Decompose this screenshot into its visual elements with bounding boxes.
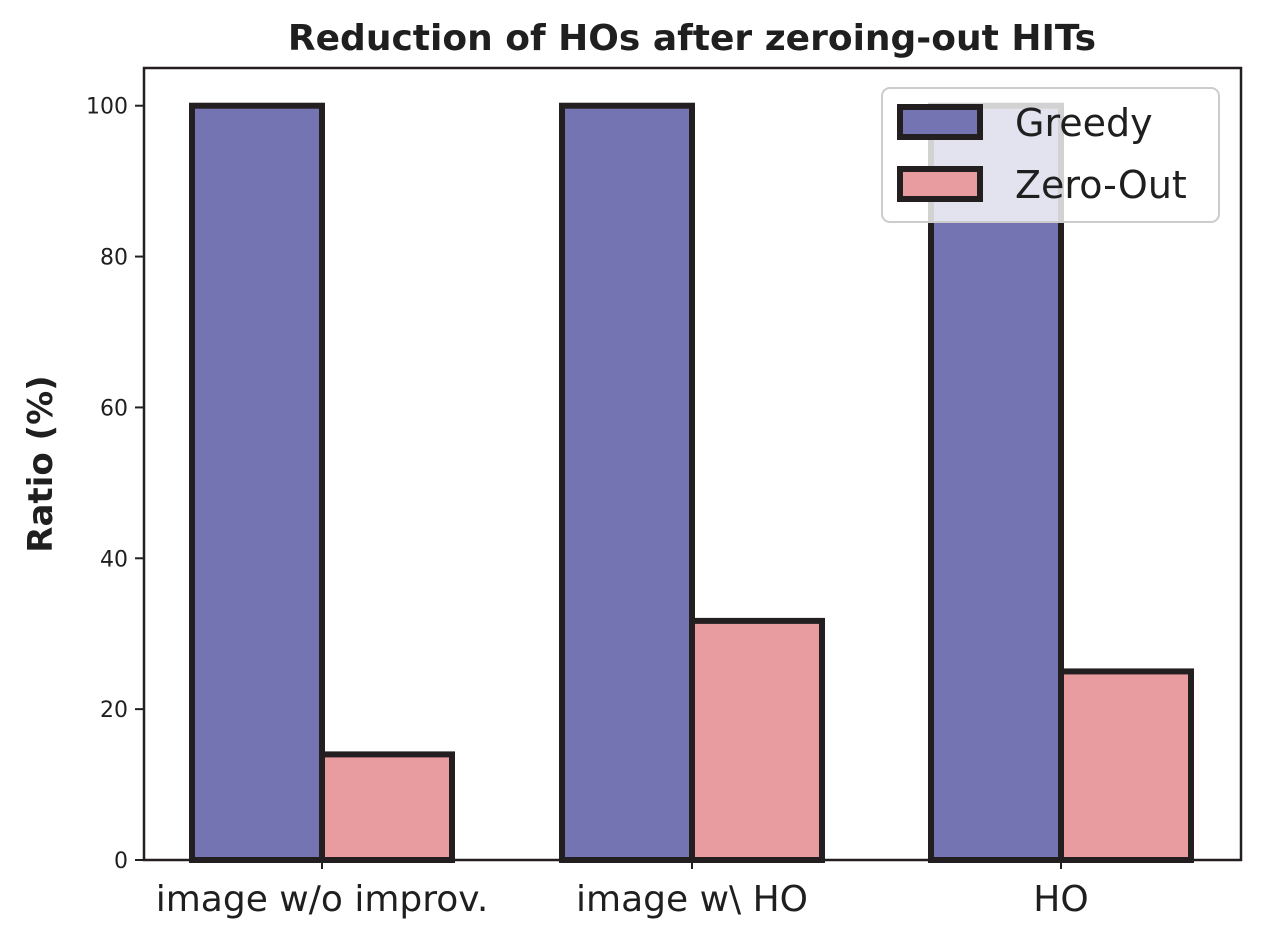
y-axis-label: Ratio (%) bbox=[21, 375, 61, 552]
y-tick-label: 40 bbox=[100, 547, 128, 572]
legend-label: Greedy bbox=[1015, 101, 1153, 145]
bar-zero-out-2 bbox=[1058, 668, 1194, 864]
y-tick-label: 100 bbox=[86, 95, 128, 120]
legend-swatch bbox=[897, 104, 983, 140]
legend-label: Zero-Out bbox=[1015, 163, 1187, 207]
legend: Greedy Zero-Out bbox=[881, 87, 1220, 223]
y-axis-ticks: 0 20 40 60 80 100 bbox=[86, 95, 144, 874]
x-tick-label: image w/o improv. bbox=[156, 879, 489, 920]
y-tick-label: 60 bbox=[100, 396, 128, 421]
bar-greedy-1 bbox=[559, 102, 695, 863]
bar-zero-out-0 bbox=[319, 751, 455, 864]
x-tick-label: HO bbox=[1033, 879, 1088, 920]
y-tick-label: 20 bbox=[100, 698, 128, 723]
y-tick-label: 80 bbox=[100, 246, 128, 271]
x-tick-label: image w\ HO bbox=[576, 879, 808, 920]
legend-swatch bbox=[897, 166, 983, 202]
bar-greedy-0 bbox=[189, 102, 325, 863]
y-tick-label: 0 bbox=[114, 849, 128, 874]
bar-zero-out-1 bbox=[689, 617, 825, 863]
chart-title: Reduction of HOs after zeroing-out HITs bbox=[288, 18, 1096, 59]
x-axis-ticks: image w/o improv. image w\ HO HO bbox=[156, 860, 1089, 920]
